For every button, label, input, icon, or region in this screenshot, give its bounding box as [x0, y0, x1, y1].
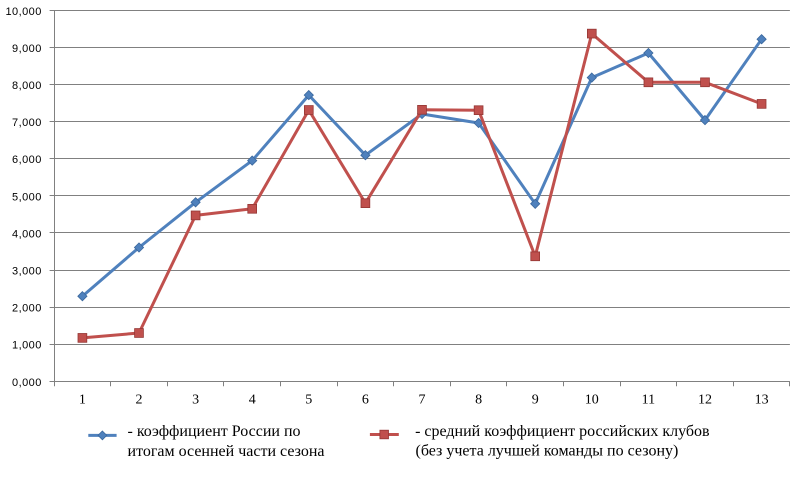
svg-text:8: 8: [475, 393, 482, 408]
svg-text:10,000: 10,000: [5, 6, 41, 18]
svg-text:3: 3: [192, 393, 199, 408]
svg-text:итогам осенней части сезона: итогам осенней части сезона: [128, 443, 325, 460]
svg-text:- средний коэффициент российск: - средний коэффициент российских клубов: [415, 423, 710, 440]
svg-text:8,000: 8,000: [12, 80, 42, 92]
svg-text:(без учета лучшей команды по с: (без учета лучшей команды по сезону): [416, 443, 679, 460]
svg-text:9,000: 9,000: [12, 43, 42, 55]
svg-text:13: 13: [755, 393, 769, 408]
svg-text:10: 10: [585, 393, 599, 408]
svg-text:1,000: 1,000: [12, 340, 42, 352]
svg-text:2,000: 2,000: [12, 303, 42, 315]
svg-text:12: 12: [698, 393, 712, 408]
svg-text:9: 9: [532, 393, 539, 408]
svg-text:7,000: 7,000: [12, 117, 42, 129]
svg-text:5,000: 5,000: [12, 191, 42, 203]
svg-text:4,000: 4,000: [12, 228, 42, 240]
svg-text:4: 4: [249, 393, 256, 408]
svg-text:2: 2: [136, 393, 143, 408]
svg-text:1: 1: [79, 393, 86, 408]
svg-text:6: 6: [362, 393, 369, 408]
svg-text:- коэффициент России по: - коэффициент России по: [128, 423, 301, 440]
svg-text:11: 11: [642, 393, 655, 408]
svg-text:7: 7: [419, 393, 426, 408]
svg-text:3,000: 3,000: [12, 266, 42, 278]
svg-text:6,000: 6,000: [12, 154, 42, 166]
svg-text:0,000: 0,000: [12, 377, 42, 389]
svg-text:5: 5: [305, 393, 312, 408]
